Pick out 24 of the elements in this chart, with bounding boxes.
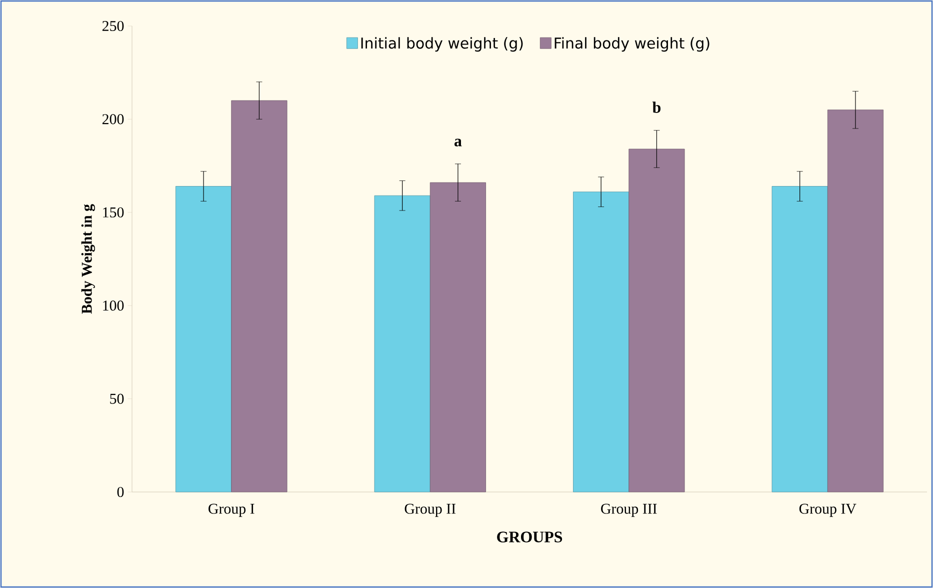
y-tick-label: 100 xyxy=(103,300,124,311)
bar xyxy=(176,186,232,492)
y-tick-label: 150 xyxy=(103,207,124,218)
y-axis-title: Body Weight in g xyxy=(81,204,95,314)
annotation: b xyxy=(652,102,660,113)
y-tick-label: 250 xyxy=(102,20,124,32)
y-tick-label: 200 xyxy=(102,114,124,124)
bar xyxy=(827,110,884,492)
bar xyxy=(628,148,685,492)
bar xyxy=(374,195,430,492)
x-tick-label: Group II xyxy=(404,504,456,517)
x-axis-title: GROUPS xyxy=(497,532,562,542)
x-tick-label: Group I xyxy=(208,504,254,517)
legend-label: Final body weight (g) xyxy=(554,37,710,52)
annotation: a xyxy=(454,138,462,146)
x-tick-label: Group III xyxy=(601,504,657,517)
bar xyxy=(772,186,828,492)
bar xyxy=(573,192,630,492)
y-tick-label: 50 xyxy=(110,394,124,404)
bar xyxy=(430,182,486,492)
bar xyxy=(231,100,288,492)
x-tick-label: Group IV xyxy=(799,504,856,517)
y-tick-label: 0 xyxy=(117,486,124,498)
legend-label: Initial body weight (g) xyxy=(361,37,523,52)
